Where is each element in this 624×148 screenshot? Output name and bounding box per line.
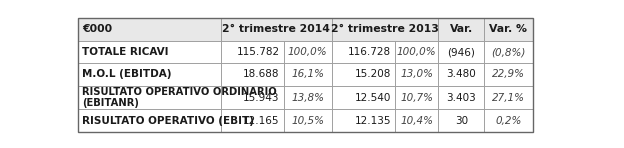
- Bar: [78, 86, 221, 110]
- Text: 12.135: 12.135: [354, 116, 391, 126]
- Bar: [484, 110, 532, 132]
- Text: 100,0%: 100,0%: [288, 47, 328, 57]
- Bar: [438, 41, 484, 63]
- Bar: [78, 41, 221, 63]
- Text: (0,8%): (0,8%): [491, 47, 525, 57]
- Bar: [283, 86, 332, 110]
- Bar: [221, 63, 283, 86]
- Bar: [78, 110, 221, 132]
- Text: Var.: Var.: [450, 24, 473, 34]
- Text: 115.782: 115.782: [236, 47, 280, 57]
- Text: 2° trimestre 2013: 2° trimestre 2013: [331, 24, 439, 34]
- Text: RISULTATO OPERATIVO ORDINARIO: RISULTATO OPERATIVO ORDINARIO: [82, 87, 276, 97]
- Bar: [221, 110, 283, 132]
- Text: (946): (946): [447, 47, 475, 57]
- Bar: [221, 41, 283, 63]
- Text: 10,5%: 10,5%: [291, 116, 324, 126]
- Text: (EBITANR): (EBITANR): [82, 98, 139, 108]
- Text: 18.688: 18.688: [243, 69, 280, 79]
- Text: 3.480: 3.480: [446, 69, 476, 79]
- Text: 3.403: 3.403: [446, 92, 476, 103]
- Bar: [221, 86, 283, 110]
- Text: 10,4%: 10,4%: [400, 116, 433, 126]
- Bar: [395, 41, 438, 63]
- Text: €000: €000: [82, 24, 112, 34]
- Text: 12.540: 12.540: [354, 92, 391, 103]
- Text: RISULTATO OPERATIVO (EBIT): RISULTATO OPERATIVO (EBIT): [82, 116, 254, 126]
- Text: 15.208: 15.208: [354, 69, 391, 79]
- Text: 13,8%: 13,8%: [291, 92, 324, 103]
- Bar: [438, 86, 484, 110]
- Bar: [332, 86, 395, 110]
- Text: 100,0%: 100,0%: [397, 47, 436, 57]
- Bar: [438, 18, 484, 41]
- Text: 0,2%: 0,2%: [495, 116, 522, 126]
- Text: M.O.L (EBITDA): M.O.L (EBITDA): [82, 69, 172, 79]
- Bar: [484, 41, 532, 63]
- Text: 2° trimestre 2014: 2° trimestre 2014: [222, 24, 330, 34]
- Text: 15.943: 15.943: [243, 92, 280, 103]
- Bar: [78, 63, 221, 86]
- Text: 10,7%: 10,7%: [400, 92, 433, 103]
- Bar: [438, 110, 484, 132]
- Bar: [395, 63, 438, 86]
- Text: Var. %: Var. %: [489, 24, 527, 34]
- Bar: [283, 110, 332, 132]
- Bar: [221, 18, 332, 41]
- Bar: [484, 86, 532, 110]
- Text: 30: 30: [455, 116, 468, 126]
- Bar: [283, 41, 332, 63]
- Bar: [332, 63, 395, 86]
- Bar: [484, 18, 532, 41]
- Bar: [395, 110, 438, 132]
- Text: 13,0%: 13,0%: [400, 69, 433, 79]
- Bar: [283, 63, 332, 86]
- Bar: [78, 18, 221, 41]
- Text: 116.728: 116.728: [348, 47, 391, 57]
- Text: 16,1%: 16,1%: [291, 69, 324, 79]
- Bar: [332, 110, 395, 132]
- Text: 12.165: 12.165: [243, 116, 280, 126]
- Bar: [395, 86, 438, 110]
- Text: 22,9%: 22,9%: [492, 69, 525, 79]
- Bar: [332, 41, 395, 63]
- Text: 27,1%: 27,1%: [492, 92, 525, 103]
- Bar: [484, 63, 532, 86]
- Bar: [438, 63, 484, 86]
- Text: TOTALE RICAVI: TOTALE RICAVI: [82, 47, 168, 57]
- Bar: [332, 18, 438, 41]
